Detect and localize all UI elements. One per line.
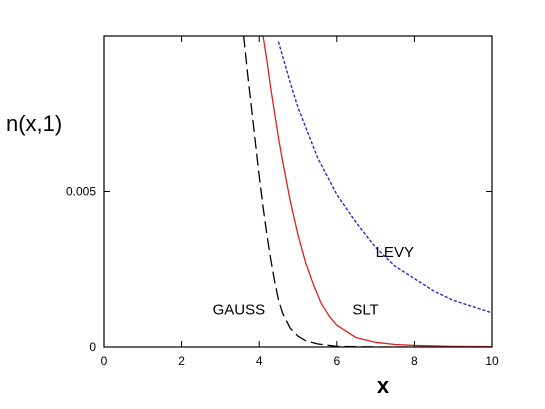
- plot-frame: [103, 35, 493, 348]
- annotation-levy: LEVY: [376, 244, 414, 261]
- y-tick-label: 0.005: [66, 185, 96, 199]
- x-tick-label: 10: [485, 354, 499, 368]
- series-line-slt: [262, 36, 492, 347]
- y-tick-label: 0: [89, 340, 96, 354]
- chart-series-layer: [243, 36, 492, 347]
- x-tick-label: 6: [333, 354, 340, 368]
- x-tick-label: 8: [411, 354, 418, 368]
- annotation-gauss: GAUSS: [213, 301, 266, 318]
- x-tick-label: 4: [256, 354, 263, 368]
- annotation-slt: SLT: [352, 301, 378, 318]
- series-line-levy: [277, 41, 492, 314]
- x-axis-label: x: [377, 373, 390, 398]
- x-tick-label: 2: [178, 354, 185, 368]
- axis-ticks: 0 2 4 6 8 10 0 0.005: [66, 36, 499, 368]
- y-axis-label: n(x,1): [6, 111, 62, 136]
- chart-annotations: GAUSS SLT LEVY: [213, 244, 414, 319]
- x-tick-label: 0: [101, 354, 108, 368]
